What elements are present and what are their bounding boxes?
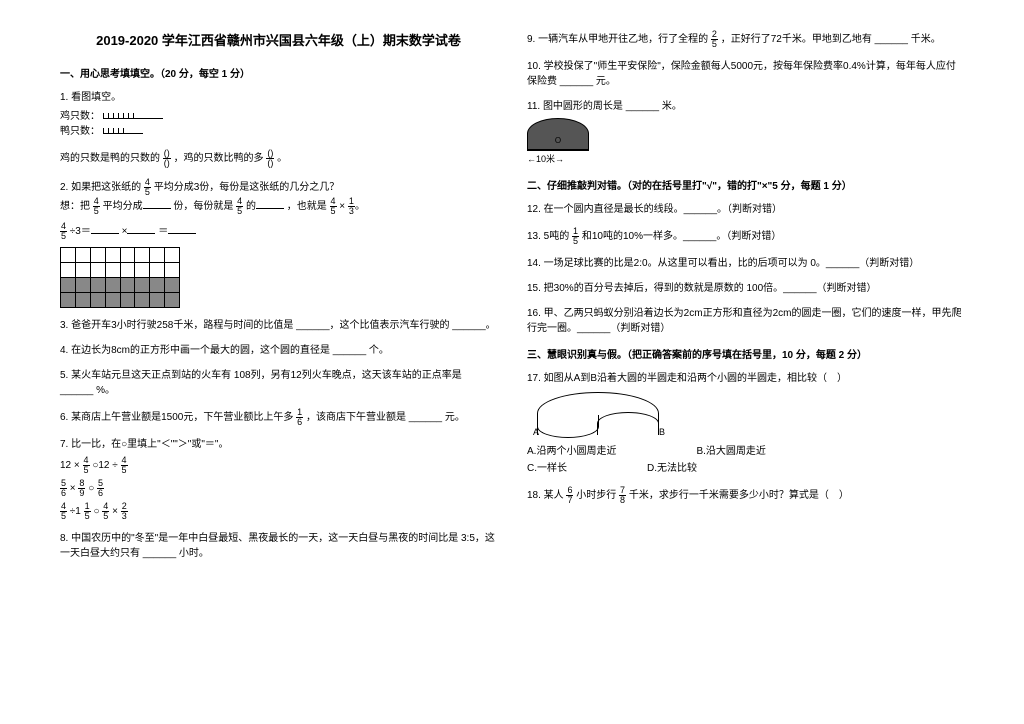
q17-opt-a: A.沿两个小圆周走近 [527,444,616,459]
q18a: 18. 某人 [527,490,564,501]
tally-duck [103,126,143,134]
q17-head: 17. 如图从A到B沿着大圆的半圆走和沿两个小圆的半圆走，相比较（ ） [527,371,964,386]
q1-head: 1. 看图填空。 [60,90,497,105]
blank [256,198,284,209]
question-12: 12. 在一个圆内直径是最长的线段。______。（判断对错） [527,202,964,217]
question-16: 16. 甲、乙两只蚂蚁分别沿着边长为2cm正方形和直径为2cm的圆走一圈，它们的… [527,306,964,336]
frac-15-b: 15 [572,227,579,246]
exam-title: 2019-2020 学年江西省赣州市兴国县六年级（上）期末数学试卷 [60,30,497,49]
blank-frac-2: ()() [266,149,274,168]
q2-l2c: 份，每份就是 [173,201,233,212]
section-3-heading: 三、慧眼识别真与假。（把正确答案前的序号填在括号里，10 分，每题 2 分） [527,346,964,361]
question-10: 10. 学校投保了"师生平安保险"，保险金额每人5000元，按每年保险费率0.4… [527,59,964,89]
question-15: 15. 把30%的百分号去掉后，得到的数就是原数的 100倍。______（判断… [527,281,964,296]
q2-l2e: ，也就是 [287,201,327,212]
q11-text: 11. 图中圆形的周长是 ______ 米。 [527,99,964,114]
q17-opt-d: D.无法比较 [647,461,697,476]
q6b: ，该商店下午营业额是 ______ 元。 [306,412,465,423]
q2-l3a: ÷3＝ [70,226,91,237]
q2-head: 2. 如果把这张纸的 [60,182,141,193]
q18b: 小时步行 [576,490,616,501]
frac-78: 78 [619,486,626,505]
exam-page: 2019-2020 学年江西省赣州市兴国县六年级（上）期末数学试卷 一、用心思考… [0,0,1024,581]
section-1-heading: 一、用心思考填填空。（20 分，每空 1 分） [60,65,497,80]
question-7: 7. 比一比，在○里填上"＜""＞"或"＝"。 12 × 45 ○12 ÷ 45… [60,437,497,521]
frac-45-b: 45 [93,197,100,216]
frac-25: 25 [711,30,718,49]
question-17: 17. 如图从A到B沿着大圆的半圆走和沿两个小圆的半圆走，相比较（ ） A B … [527,371,964,476]
q17-opt-c: C.一样长 [527,461,567,476]
q1-duck-label: 鸭只数： [60,126,100,137]
q7-r1b: ○12 ÷ [92,460,117,471]
q7-r1a: 12 × [60,460,80,471]
section-2-heading: 二、仔细推敲判对错。（对的在括号里打"√"，错的打"×"5 分，每题 1 分） [527,177,964,192]
blank [168,223,196,234]
q7-head: 7. 比一比，在○里填上"＜""＞"或"＝"。 [60,437,497,452]
q13a: 13. 5吨的 [527,231,569,242]
frac-13: 13 [348,197,355,216]
q1-suffix: 。 [277,153,287,164]
frac-16: 16 [296,408,303,427]
q17-opt-b: B.沿大圆周走近 [696,444,765,459]
frac-56-a: 56 [60,479,67,498]
question-2: 2. 如果把这张纸的 45 平均分成3份，每份是这张纸的几分之几？ 想：把 45… [60,178,497,308]
blank [127,223,155,234]
question-18: 18. 某人 67 小时步行 78 千米，求步行一千米需要多少小时？算式是（ ） [527,486,964,505]
frac-23: 23 [121,502,128,521]
tally-chicken [103,111,163,119]
question-11: 11. 图中圆形的周长是 ______ 米。 O ←10米→ [527,99,964,167]
question-1: 1. 看图填空。 鸡只数： 鸭只数： 鸡的只数是鸭的只数的 ()() ，鸡的只数… [60,90,497,168]
q2-l2a: 想：把 [60,201,90,212]
q9b: ，正好行了72千米。甲地到乙地有 ______ 千米。 [721,34,941,45]
blank [91,223,119,234]
q1-l3a: 鸡的只数是鸭的只数的 [60,153,160,164]
question-8: 8. 中国农历中的"冬至"是一年中白昼最短、黑夜最长的一天，这一天白昼与黑夜的时… [60,531,497,561]
frac-15: 15 [84,502,91,521]
left-column: 2019-2020 学年江西省赣州市兴国县六年级（上）期末数学试卷 一、用心思考… [60,30,497,561]
q1-l3b: ，鸡的只数比鸭的多 [174,153,264,164]
question-13: 13. 5吨的 15 和10吨的10%一样多。______。（判断对错） [527,227,964,246]
question-3: 3. 爸爸开车3小时行驶258千米，路程与时间的比值是 ______，这个比值表… [60,318,497,333]
q7-r2a: × [70,483,76,494]
frac-45-h: 45 [60,502,67,521]
semicircle-figure: O [527,118,589,151]
q2-l3c: ＝ [158,226,168,237]
q2-l2d: 的 [246,201,256,212]
curve-figure: A B [527,392,667,438]
q1-chicken-label: 鸡只数： [60,111,100,122]
blank-frac-1: ()() [163,149,171,168]
q18c: 千米，求步行一千米需要多少小时？算式是（ ） [629,490,849,501]
frac-45-g: 45 [121,456,128,475]
q9a: 9. 一辆汽车从甲地开往乙地，行了全程的 [527,34,708,45]
frac-56-b: 56 [97,479,104,498]
grid-figure [60,247,180,308]
frac-45-a: 45 [144,178,151,197]
frac-45-f: 45 [83,456,90,475]
frac-45-d: 45 [330,197,337,216]
q7-r2b: ○ [88,483,94,494]
q7-r3b: ○ [93,506,99,517]
frac-45-e: 45 [60,222,67,241]
question-5: 5. 某火车站元旦这天正点到站的火车有 108列，另有12列火车晚点，这天该车站… [60,368,497,398]
right-column: 9. 一辆汽车从甲地开往乙地，行了全程的 25 ，正好行了72千米。甲地到乙地有… [527,30,964,561]
blank [143,198,171,209]
q2-head2: 平均分成3份，每份是这张纸的几分之几？ [154,182,340,193]
q7-r3a: ÷1 [70,506,81,517]
frac-89: 89 [78,479,85,498]
question-6: 6. 某商店上午营业额是1500元，下午营业额比上午多 16 ，该商店下午营业额… [60,408,497,427]
q7-r3c: × [112,506,118,517]
q6a: 6. 某商店上午营业额是1500元，下午营业额比上午多 [60,412,293,423]
q2-l2b: 平均分成 [103,201,143,212]
frac-45-c: 45 [236,197,243,216]
frac-67: 67 [566,486,573,505]
question-9: 9. 一辆汽车从甲地开往乙地，行了全程的 25 ，正好行了72千米。甲地到乙地有… [527,30,964,49]
question-4: 4. 在边长为8cm的正方形中画一个最大的圆，这个圆的直径是 ______ 个。 [60,343,497,358]
frac-45-i: 45 [102,502,109,521]
question-14: 14. 一场足球比赛的比是2:0。从这里可以看出，比的后项可以为 0。_____… [527,256,964,271]
q11-arrow: ←10米→ [527,153,564,167]
q13b: 和10吨的10%一样多。______。（判断对错） [582,231,782,242]
